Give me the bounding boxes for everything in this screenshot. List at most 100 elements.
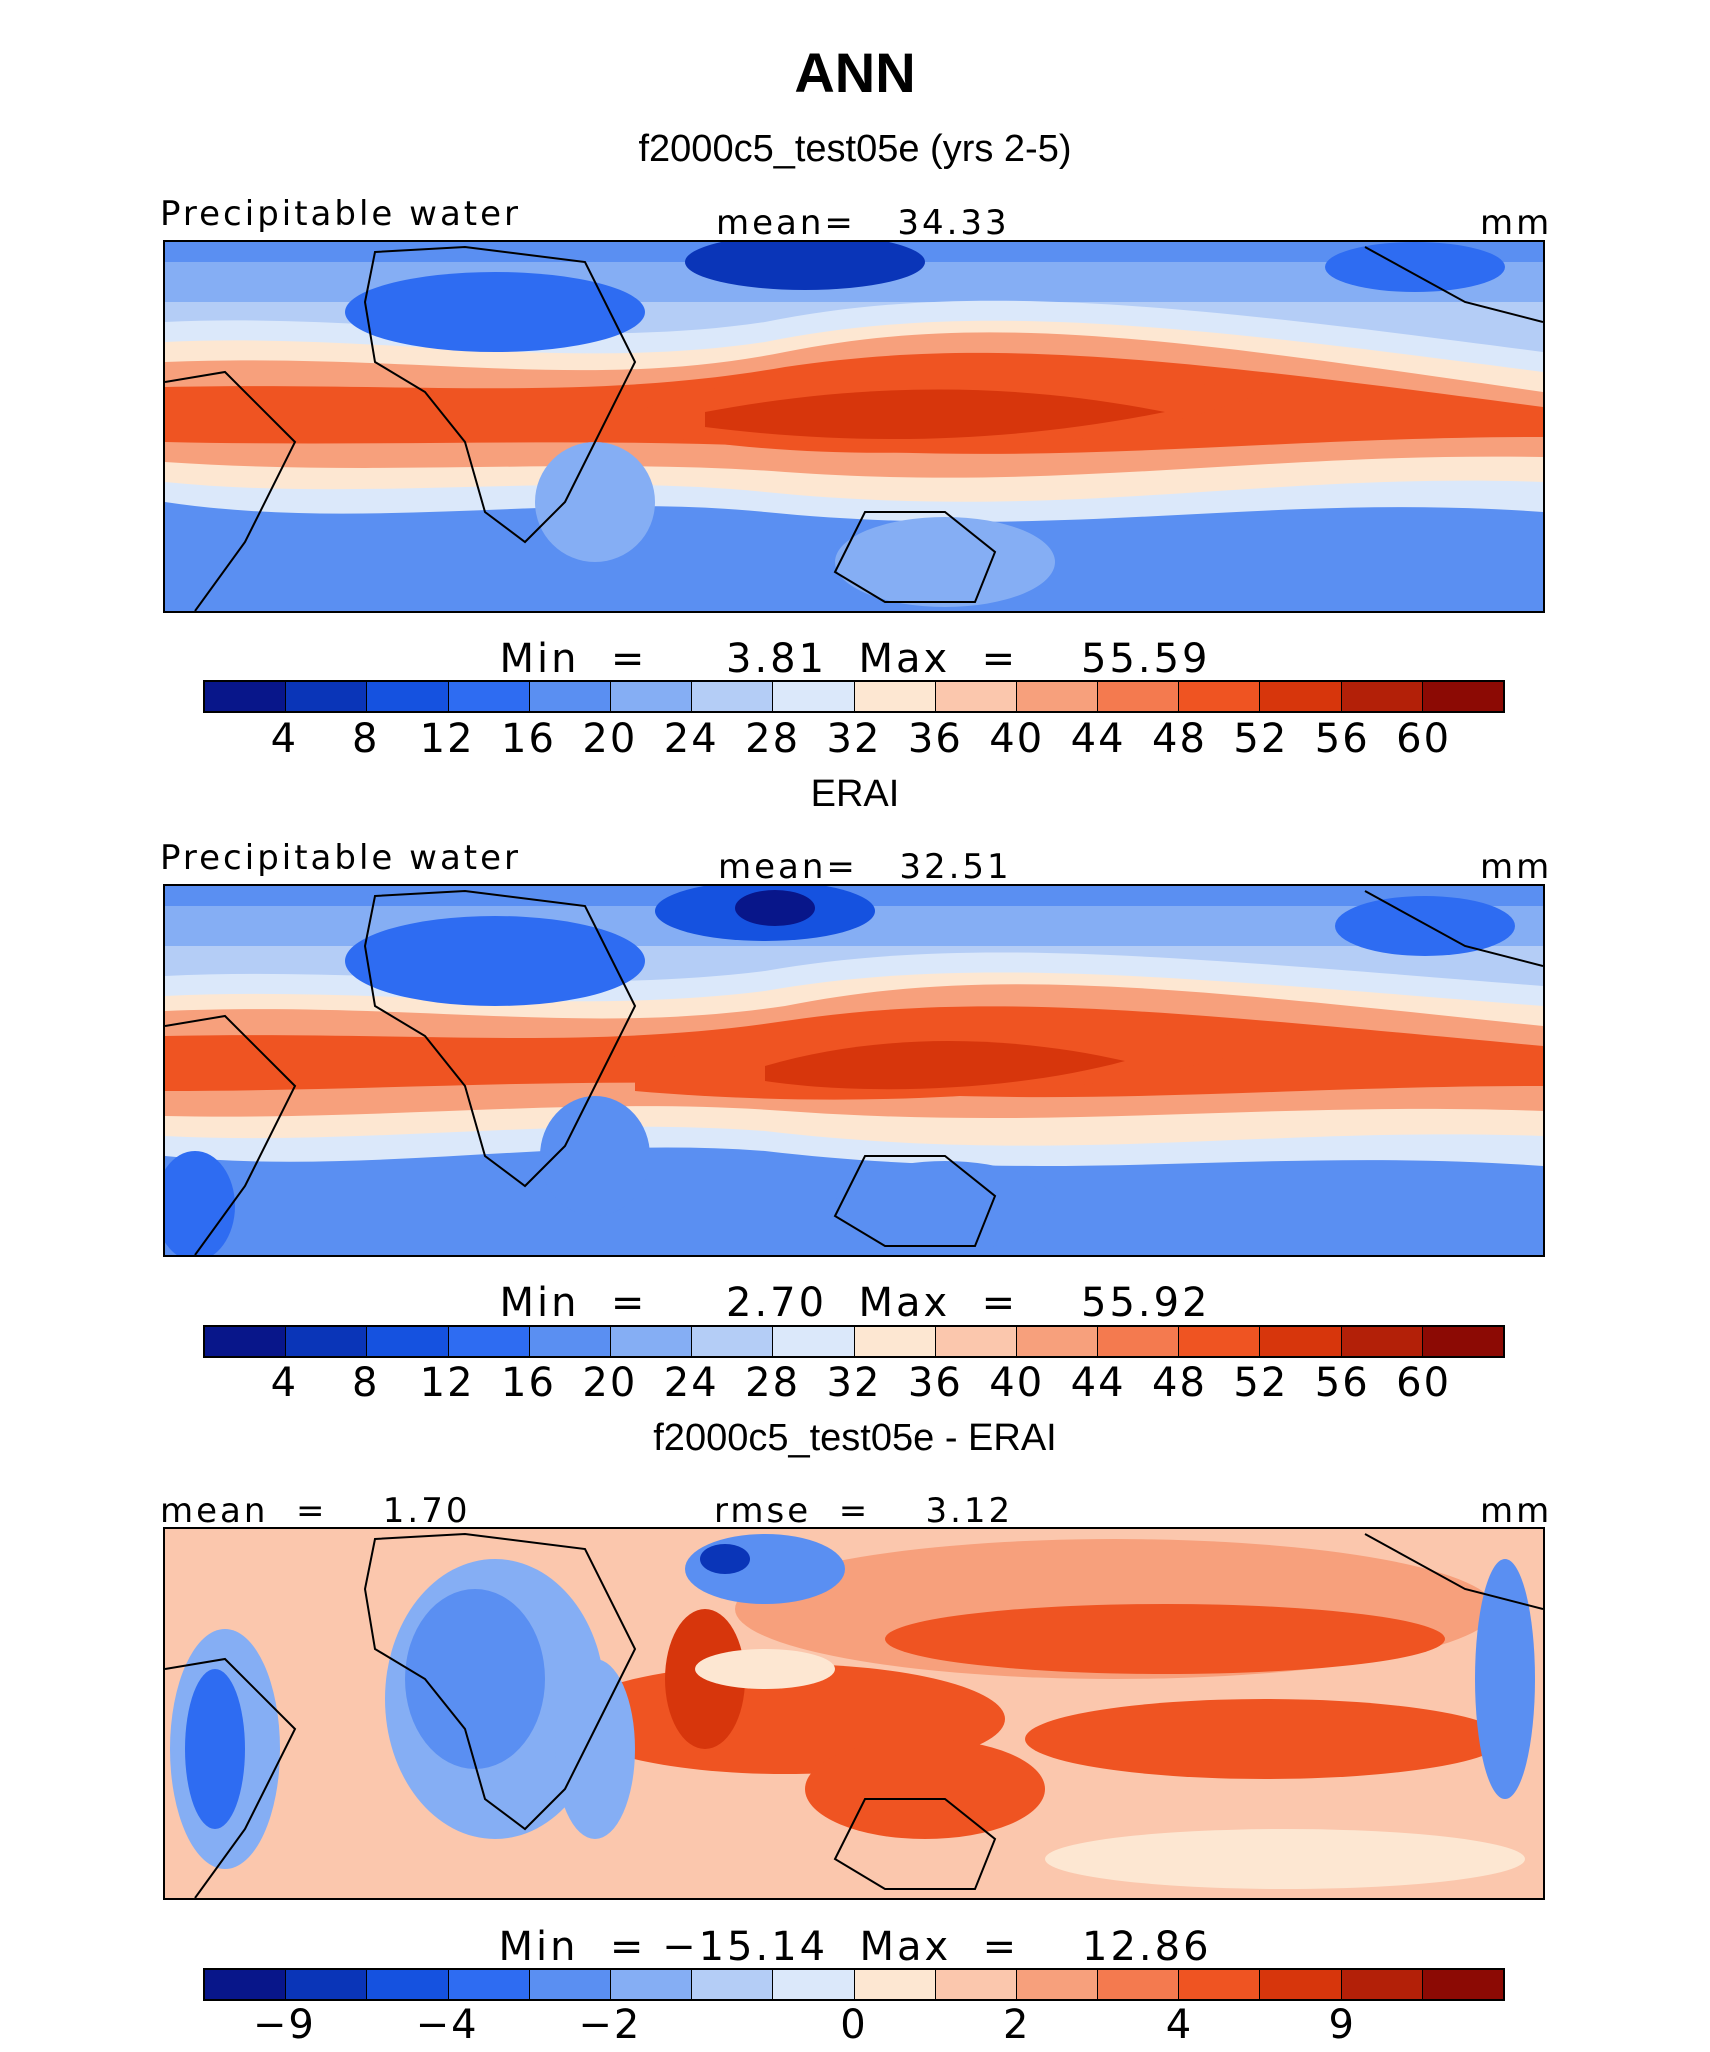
colorbar-swatch [367,682,449,711]
colorbar-swatch [1179,1970,1261,1999]
colorbar-tick-label: 32 [826,716,882,762]
colorbar-swatch [1341,682,1423,711]
colorbar-tick-label: −4 [415,2002,479,2048]
colorbar-swatch [1016,1970,1099,1999]
colorbar-swatch [1098,1327,1180,1356]
panel-3-mean-label: mean = 1.70 [160,1491,471,1531]
panel-1-units-label: mm [1480,203,1553,243]
colorbar-tick-label: 8 [352,1360,380,1406]
colorbar-swatch [448,1327,530,1356]
colorbar-swatch [286,1970,368,1999]
panel-3-min-max: Min = −15.14 Max = 12.86 [498,1924,1212,1970]
panel-3-rmse-label: rmse = 3.12 [714,1491,1014,1531]
panel-3-map [163,1527,1545,1900]
colorbar-tick-label: 16 [501,716,556,762]
colorbar-tick-label: 60 [1396,716,1452,762]
colorbar-tick-label: 24 [663,1360,719,1406]
colorbar-swatch [529,1970,611,1999]
panel-2-map [163,884,1545,1257]
colorbar-swatch [1260,682,1342,711]
colorbar-swatch [610,1327,693,1356]
colorbar-swatch [1422,1970,1503,1999]
panel-1-mean-label: mean= 34.33 [716,203,1010,243]
colorbar-swatch [854,682,936,711]
panel-1-map [163,240,1545,613]
panel-1-subtitle: f2000c5_test05e (yrs 2-5) [638,128,1072,170]
colorbar-tick-label: 56 [1314,1360,1370,1406]
colorbar-swatch [1016,1327,1099,1356]
colorbar-tick-label: 52 [1233,716,1289,762]
panel-2-colorbar-ticks: 4 8 12 16 20 24 28 32 36 40 44 48 52 56 60 [203,1360,1505,1410]
colorbar-swatch [1341,1327,1423,1356]
colorbar-tick-label: 60 [1396,1360,1452,1406]
colorbar-tick-label: 20 [582,716,638,762]
colorbar-swatch [854,1970,936,1999]
colorbar-swatch [205,1970,287,1999]
panel-2-mean-label: mean= 32.51 [718,847,1012,887]
colorbar-swatch [773,1327,855,1356]
panel-1-min-max: Min = 3.81 Max = 55.59 [499,636,1211,682]
colorbar-swatch [854,1327,936,1356]
colorbar-tick-label: −9 [252,2002,316,2048]
panel-1-colorbar [203,680,1505,713]
colorbar-tick-label: 44 [1070,1360,1126,1406]
colorbar-tick-label: 20 [582,1360,638,1406]
colorbar-swatch [610,682,693,711]
colorbar-tick-label: 8 [352,716,380,762]
colorbar-swatch [935,1970,1017,1999]
colorbar-swatch [1422,682,1503,711]
colorbar-swatch [1179,1327,1261,1356]
colorbar-tick-label: 48 [1152,716,1207,762]
colorbar-swatch [1341,1970,1423,1999]
colorbar-swatch [692,1970,774,1999]
colorbar-swatch [935,1327,1017,1356]
colorbar-tick-label: 44 [1070,716,1126,762]
colorbar-swatch [367,1327,449,1356]
colorbar-tick-label: 56 [1314,716,1370,762]
panel-2-units-label: mm [1480,847,1553,887]
colorbar-swatch [1179,682,1261,711]
colorbar-tick-label: 48 [1152,1360,1207,1406]
colorbar-swatch [448,1970,530,1999]
panel-3-subtitle: f2000c5_test05e - ERAI [653,1417,1057,1459]
colorbar-tick-label: 12 [419,716,475,762]
colorbar-tick-label: 2 [1003,2002,1031,2048]
colorbar-tick-label: 36 [907,716,963,762]
colorbar-swatch [610,1970,693,1999]
colorbar-tick-label: 4 [270,716,299,762]
colorbar-swatch [1422,1327,1503,1356]
colorbar-swatch [286,1327,368,1356]
colorbar-swatch [773,682,855,711]
colorbar-tick-label: 0 [840,2002,868,2048]
colorbar-tick-label: 28 [745,1360,801,1406]
panel-2-min-max: Min = 2.70 Max = 55.92 [499,1280,1211,1326]
panel-2-colorbar [203,1325,1505,1358]
colorbar-swatch [529,682,611,711]
colorbar-swatch [1098,682,1180,711]
colorbar-swatch [367,1970,449,1999]
colorbar-tick-label: 32 [826,1360,882,1406]
colorbar-swatch [692,682,774,711]
colorbar-tick-label: 4 [1165,2002,1194,2048]
panel-1-variable-label: Precipitable water [160,194,522,234]
colorbar-tick-label: 36 [907,1360,963,1406]
colorbar-tick-label: 16 [501,1360,556,1406]
colorbar-tick-label: 52 [1233,1360,1289,1406]
panel-3-colorbar-ticks: −9 −4 −2 0 2 4 9 [203,2002,1505,2052]
colorbar-tick-label: 28 [745,716,801,762]
colorbar-tick-label: −2 [578,2002,642,2048]
panel-1-colorbar-ticks: 4 8 12 16 20 24 28 32 36 40 44 48 52 56 60 [203,716,1505,766]
colorbar-tick-label: 9 [1328,2002,1356,2048]
colorbar-tick-label: 40 [989,716,1045,762]
colorbar-swatch [205,682,287,711]
panel-2-subtitle: ERAI [810,773,900,815]
panel-2-variable-label: Precipitable water [160,838,522,878]
colorbar-swatch [1016,682,1099,711]
colorbar-tick-label: 4 [270,1360,299,1406]
colorbar-swatch [773,1970,855,1999]
colorbar-tick-label: 12 [419,1360,475,1406]
colorbar-swatch [448,682,530,711]
colorbar-tick-label: 24 [663,716,719,762]
colorbar-swatch [529,1327,611,1356]
colorbar-swatch [1098,1970,1180,1999]
